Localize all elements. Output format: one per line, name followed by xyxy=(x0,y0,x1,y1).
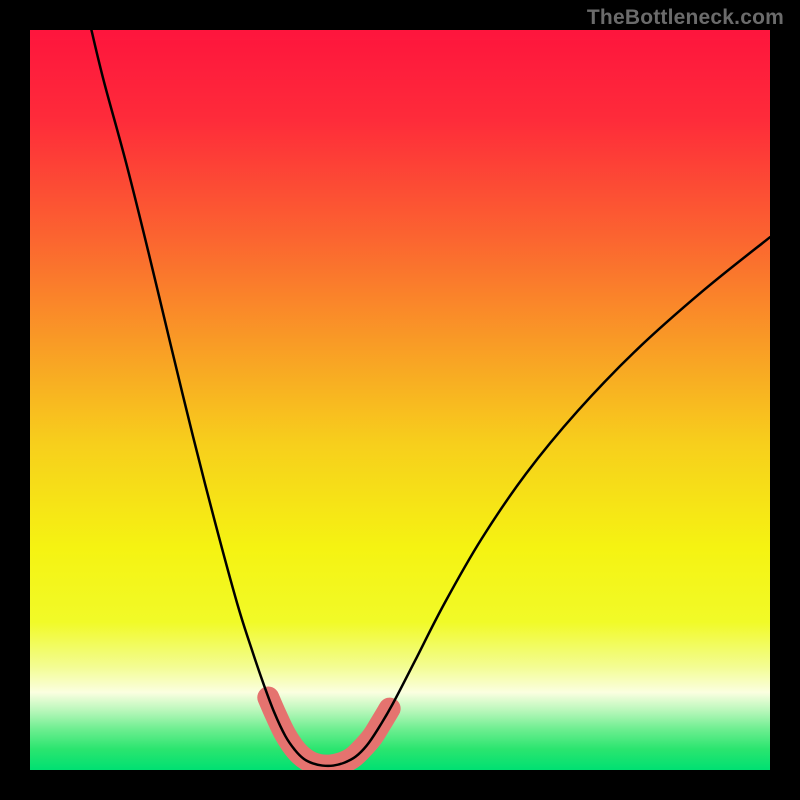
watermark-label: TheBottleneck.com xyxy=(587,6,784,30)
figure-root: TheBottleneck.com xyxy=(0,0,800,800)
gradient-background xyxy=(30,30,770,770)
plot-svg xyxy=(30,30,770,770)
plot-area xyxy=(30,30,770,770)
